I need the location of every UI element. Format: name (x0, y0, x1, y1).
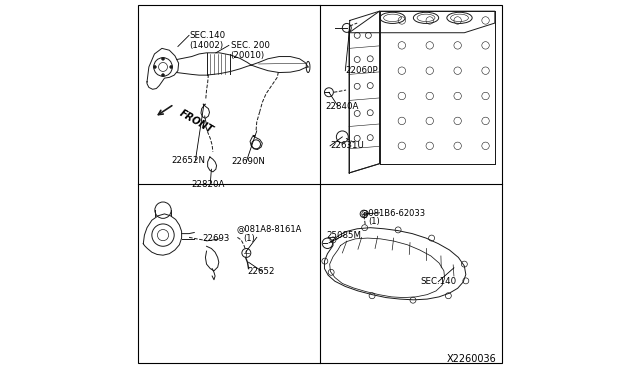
Circle shape (161, 57, 164, 60)
Text: (1): (1) (244, 234, 255, 243)
Text: @081A8-8161A: @081A8-8161A (236, 224, 301, 233)
Text: SEC.140: SEC.140 (420, 277, 456, 286)
Text: SEC. 200: SEC. 200 (231, 41, 269, 50)
Circle shape (154, 65, 156, 68)
Text: 22652N: 22652N (172, 156, 205, 165)
Text: (20010): (20010) (231, 51, 265, 60)
Text: @081B6-62033: @081B6-62033 (361, 208, 426, 217)
Text: SEC.140: SEC.140 (189, 31, 225, 40)
Text: 22690N: 22690N (232, 157, 266, 166)
Text: X2260036: X2260036 (447, 354, 497, 364)
Text: 22840A: 22840A (326, 102, 359, 110)
Text: (1): (1) (369, 217, 380, 226)
Text: (14002): (14002) (189, 41, 223, 50)
Text: 22652: 22652 (248, 267, 275, 276)
Text: 22693: 22693 (203, 234, 230, 243)
Text: 22820A: 22820A (191, 180, 225, 189)
Text: 22060P: 22060P (346, 66, 378, 75)
Text: 22631U: 22631U (330, 141, 364, 150)
Text: FRONT: FRONT (178, 108, 215, 136)
Circle shape (161, 74, 164, 77)
Circle shape (170, 65, 173, 68)
Text: 25085M: 25085M (326, 231, 362, 240)
